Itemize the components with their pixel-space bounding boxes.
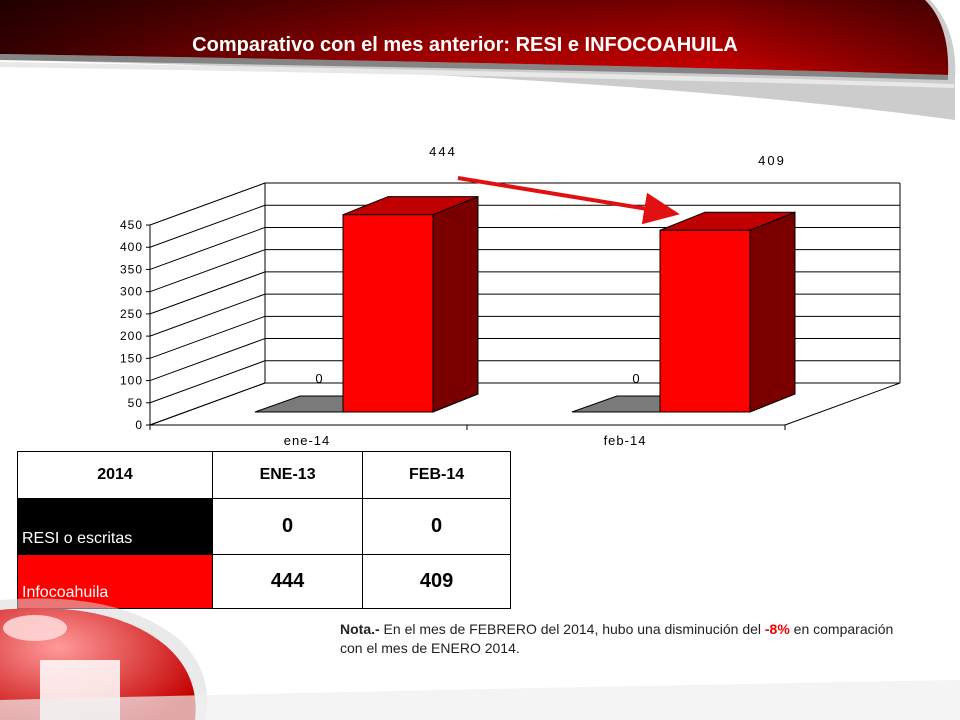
y-tick-label: 150: [120, 351, 143, 365]
bar-data-label: 0: [315, 371, 322, 386]
grid-line-side: [149, 271, 266, 315]
bar-infocoahuila-side: [749, 211, 796, 413]
y-tick-label: 400: [120, 240, 143, 254]
grid-line-side: [149, 204, 266, 248]
row-label-resi: RESI o escritas: [17, 498, 213, 555]
note-text: En el mes de FEBRERO del 2014, hubo una …: [379, 621, 765, 637]
grid-line-side: [149, 293, 266, 337]
logo-watermark: [0, 598, 960, 720]
table-cell: 0: [362, 498, 511, 555]
bar-data-label: 409: [758, 153, 786, 168]
slide-title: Comparativo con el mes anterior: RESI e …: [192, 34, 738, 56]
row-label-infocoahuila: Infocoahuila: [17, 554, 213, 609]
table-header-cell: 2014: [17, 451, 213, 499]
table-row: Infocoahuila 444 409: [17, 554, 511, 609]
y-tick-label: 350: [120, 262, 143, 276]
note-prefix: Nota.-: [340, 621, 380, 637]
table-cell: 444: [211, 554, 364, 609]
x-tick-label: feb-14: [604, 433, 647, 448]
grid-line-side: [149, 338, 266, 382]
x-tick-label: ene-14: [284, 433, 330, 448]
y-tick-label: 250: [120, 307, 143, 321]
note-percentage: -8%: [764, 621, 790, 637]
footnote: Nota.- En el mes de FEBRERO del 2014, hu…: [340, 620, 910, 658]
data-table: 2014 ENE-13 FEB-14 RESI o escritas 0 0 I…: [17, 451, 511, 609]
grid-line-side: [149, 226, 266, 270]
y-tick-label: 50: [128, 396, 143, 410]
table-header-cell: FEB-14: [362, 451, 511, 499]
bar-infocoahuila: [659, 229, 751, 413]
y-tick-label: 450: [120, 218, 143, 232]
grid-line-side: [149, 315, 266, 359]
bar-infocoahuila: [342, 214, 434, 413]
table-header-cell: ENE-13: [211, 451, 364, 499]
table-cell: 0: [211, 498, 364, 555]
y-tick-label: 0: [135, 418, 143, 432]
table-row: RESI o escritas 0 0: [17, 498, 511, 555]
header-banner: [0, 0, 956, 120]
y-tick-label: 300: [120, 285, 143, 299]
grid-line-side: [149, 360, 266, 404]
y-tick-label: 100: [120, 374, 143, 388]
grid-line-side: [149, 182, 266, 226]
floor-edge: [784, 382, 901, 426]
bar-infocoahuila-side: [432, 195, 479, 413]
bar-data-label: 0: [632, 371, 639, 386]
table-cell: 409: [362, 554, 511, 609]
y-tick-label: 200: [120, 329, 143, 343]
decrease-arrow: [457, 176, 680, 225]
bar-data-label: 444: [429, 144, 457, 159]
floor-edge: [149, 382, 266, 426]
table-header-row: 2014 ENE-13 FEB-14: [17, 451, 511, 499]
note-text-end: en comparación con el mes de ENERO 2014.: [340, 621, 894, 656]
grid-line-side: [149, 249, 266, 293]
